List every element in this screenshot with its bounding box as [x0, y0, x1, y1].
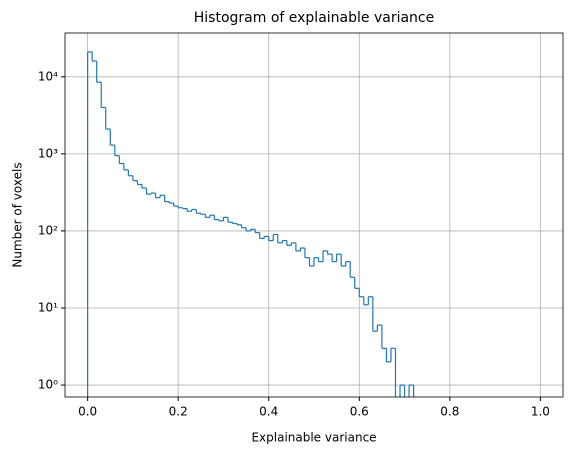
- x-tick-label: 0.0: [78, 405, 97, 419]
- y-tick-label: 10²: [38, 223, 58, 237]
- y-tick-label: 10⁰: [38, 378, 58, 392]
- plot-area: [87, 51, 415, 397]
- x-axis-label: Explainable variance: [251, 431, 376, 445]
- x-tick-label: 1.0: [531, 405, 550, 419]
- y-tick-label: 10³: [38, 146, 58, 160]
- y-axis-label: Number of voxels: [11, 162, 25, 267]
- chart-title: Histogram of explainable variance: [194, 10, 434, 26]
- y-tick-label: 10⁴: [38, 69, 58, 83]
- grid: [65, 33, 563, 397]
- axes-frame: [64, 32, 564, 398]
- x-tick-label: 0.2: [169, 405, 188, 419]
- x-tick-label: 0.6: [350, 405, 369, 419]
- x-tick-label: 0.4: [259, 405, 278, 419]
- y-tick-label: 10¹: [38, 300, 58, 314]
- x-tick-label: 0.8: [440, 405, 459, 419]
